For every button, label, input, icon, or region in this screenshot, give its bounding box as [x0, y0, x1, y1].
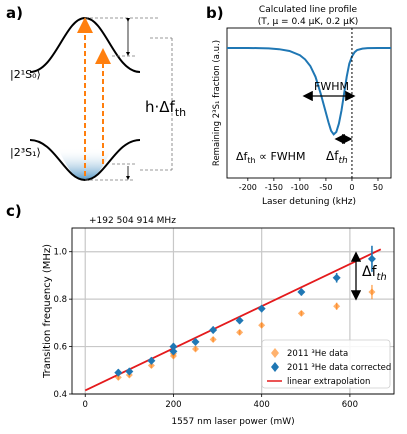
panel-a: a) |2¹S₀⟩ |2³S₁⟩ h·Δfth — [6, 4, 186, 182]
blue-data-point — [169, 347, 178, 356]
panel-b-xticks: -200 -150 -100 -50 0 50 — [239, 178, 383, 192]
legend-label-0: 2011 ³He data — [287, 349, 348, 359]
state-lower-label: |2³S₁⟩ — [10, 146, 41, 159]
blue-data-point — [191, 337, 200, 346]
fwhm-label: FWHM — [314, 80, 349, 93]
guide-lines — [85, 17, 173, 181]
proportional-label: Δfth ∝ FWHM — [236, 150, 305, 165]
legend-marker-orange — [271, 348, 279, 358]
blue-data-point — [367, 254, 376, 263]
state-upper-label: |2¹S₀⟩ — [10, 68, 41, 81]
legend-box — [261, 339, 391, 389]
blue-data-point — [297, 288, 306, 297]
orange-data-point — [333, 302, 341, 310]
panel-a-letter: a) — [6, 4, 23, 22]
line-profile-curve — [227, 47, 391, 136]
c-ytick-label: 0.4 — [53, 390, 67, 400]
shift-label-c: Δfth — [362, 264, 387, 283]
panel-b-ylabel: Remaining 2³S₁ fraction (a.u.) — [212, 40, 222, 166]
panel-c-offset-label: +192 504 914 MHz — [89, 216, 176, 226]
panel-c-data — [84, 245, 382, 392]
panel-c-ticks: 0 200 400 600 0.4 0.6 0.8 1.0 — [53, 248, 358, 410]
blue-data-point — [332, 273, 341, 282]
b-xtick-label: -100 — [291, 183, 309, 192]
shift-energy-label: h·Δfth — [145, 98, 186, 119]
blue-data-point — [125, 367, 134, 376]
orange-data-point — [147, 362, 155, 370]
orange-data-point — [209, 335, 217, 343]
panel-c-frame — [71, 227, 395, 395]
panel-b-title-2: (T, μ = 0.4 μK, 0.2 μK) — [258, 17, 359, 27]
panel-b-title-1: Calculated line profile — [259, 5, 358, 15]
blue-data-point — [114, 368, 123, 377]
c-ytick-label: 0.8 — [53, 295, 67, 305]
c-xtick-label: 0 — [83, 400, 88, 410]
blue-data-point — [209, 325, 218, 334]
panel-c: c) +192 504 914 MHz 0 200 400 600 0.4 0.6 0.8 1… — [6, 202, 395, 427]
b-xtick-label: -150 — [265, 183, 283, 192]
linear-extrapolation-line — [84, 248, 382, 392]
blue-data-point — [169, 342, 178, 351]
orange-data-point — [192, 345, 200, 353]
orange-data-point — [258, 321, 266, 329]
c-xtick-label: 400 — [254, 400, 270, 410]
c-xtick-label: 600 — [342, 400, 358, 410]
orange-data-point — [114, 373, 122, 381]
panel-c-xlabel: 1557 nm laser power (mW) — [171, 417, 294, 427]
panel-c-ylabel: Transition frequency (MHz) — [42, 244, 53, 379]
legend-label-1: 2011 ³He data corrected — [287, 363, 391, 373]
c-ytick-label: 0.6 — [53, 343, 67, 353]
blue-data-point — [147, 356, 156, 365]
b-xtick-label: 0 — [349, 183, 354, 192]
panel-c-letter: c) — [6, 202, 22, 220]
panel-c-legend: 2011 ³He data 2011 ³He data corrected li… — [261, 339, 391, 389]
panel-b: b) Calculated line profile (T, μ = 0.4 μ… — [206, 4, 392, 207]
orange-data-point — [368, 288, 376, 296]
c-xtick-label: 200 — [165, 400, 181, 410]
panel-b-plot — [227, 28, 391, 178]
c-ytick-label: 1.0 — [53, 248, 67, 258]
blue-data-point — [235, 316, 244, 325]
b-xtick-label: -50 — [319, 183, 332, 192]
shift-label-b: Δfth — [326, 149, 348, 166]
panel-b-xlabel: Laser detuning (kHz) — [262, 197, 356, 207]
b-xtick-label: -200 — [239, 183, 257, 192]
b-xtick-label: 50 — [373, 183, 383, 192]
panel-b-frame — [226, 27, 392, 179]
legend-label-2: linear extrapolation — [287, 377, 370, 387]
blue-data-point — [257, 304, 266, 313]
orange-data-point — [297, 309, 305, 317]
legend-marker-blue — [271, 362, 279, 372]
orange-data-point — [236, 328, 244, 336]
panel-b-letter: b) — [206, 4, 224, 22]
